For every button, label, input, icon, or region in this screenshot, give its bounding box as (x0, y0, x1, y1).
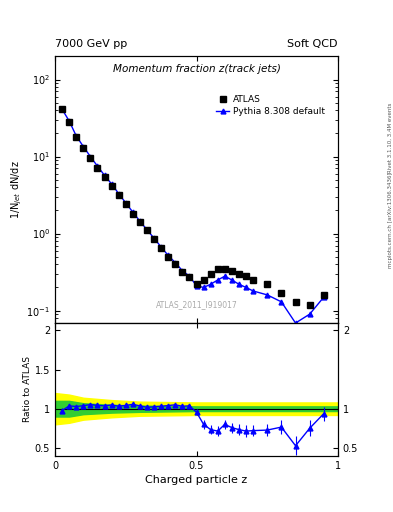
ATLAS (279, 290, 284, 296)
ATLAS (180, 269, 185, 275)
Text: Rivet 3.1.10, 3.4M events: Rivet 3.1.10, 3.4M events (387, 103, 393, 174)
ATLAS (60, 105, 64, 112)
Line: ATLAS: ATLAS (59, 106, 327, 307)
Pythia 8.308 default (293, 320, 298, 326)
Pythia 8.308 default (130, 209, 135, 215)
Pythia 8.308 default (95, 163, 100, 169)
ATLAS (251, 277, 255, 283)
Text: Momentum fraction z(track jets): Momentum fraction z(track jets) (112, 65, 281, 74)
Pythia 8.308 default (201, 284, 206, 290)
Line: Pythia 8.308 default: Pythia 8.308 default (60, 107, 326, 326)
Text: Soft QCD: Soft QCD (288, 38, 338, 49)
Pythia 8.308 default (74, 133, 79, 139)
ATLAS (321, 292, 326, 298)
Pythia 8.308 default (244, 284, 248, 290)
Pythia 8.308 default (138, 218, 142, 224)
ATLAS (208, 271, 213, 277)
ATLAS (173, 261, 178, 267)
Pythia 8.308 default (123, 200, 128, 206)
Pythia 8.308 default (145, 227, 149, 233)
ATLAS (230, 268, 234, 274)
Pythia 8.308 default (166, 252, 171, 259)
ATLAS (187, 274, 192, 281)
ATLAS (81, 145, 86, 151)
Pythia 8.308 default (307, 311, 312, 317)
Pythia 8.308 default (81, 143, 86, 150)
Pythia 8.308 default (67, 118, 72, 124)
Pythia 8.308 default (251, 288, 255, 294)
ATLAS (102, 174, 107, 180)
ATLAS (201, 277, 206, 283)
ATLAS (130, 211, 135, 217)
ATLAS (222, 266, 227, 272)
Y-axis label: 1/N$_{jet}$ dN/dz: 1/N$_{jet}$ dN/dz (9, 160, 24, 219)
ATLAS (109, 182, 114, 188)
Text: ATLAS_2011_I919017: ATLAS_2011_I919017 (156, 300, 237, 309)
Pythia 8.308 default (279, 299, 284, 305)
Pythia 8.308 default (173, 260, 178, 266)
ATLAS (244, 273, 248, 279)
X-axis label: Charged particle z: Charged particle z (145, 475, 248, 485)
ATLAS (123, 201, 128, 207)
ATLAS (293, 299, 298, 305)
Pythia 8.308 default (159, 244, 163, 250)
Pythia 8.308 default (187, 273, 192, 279)
ATLAS (265, 281, 270, 287)
Pythia 8.308 default (237, 281, 241, 287)
ATLAS (194, 281, 199, 287)
ATLAS (95, 164, 100, 170)
Pythia 8.308 default (180, 268, 185, 274)
ATLAS (138, 219, 142, 225)
ATLAS (152, 236, 156, 242)
Pythia 8.308 default (109, 181, 114, 187)
Pythia 8.308 default (116, 190, 121, 197)
ATLAS (307, 302, 312, 308)
Pythia 8.308 default (265, 292, 270, 298)
ATLAS (145, 227, 149, 233)
ATLAS (159, 245, 163, 251)
ATLAS (237, 271, 241, 277)
Pythia 8.308 default (60, 106, 64, 113)
ATLAS (215, 266, 220, 272)
Text: mcplots.cern.ch [arXiv:1306.3436]: mcplots.cern.ch [arXiv:1306.3436] (387, 173, 393, 268)
Pythia 8.308 default (102, 172, 107, 178)
Pythia 8.308 default (208, 281, 213, 287)
ATLAS (74, 134, 79, 140)
Pythia 8.308 default (194, 283, 199, 289)
Pythia 8.308 default (215, 277, 220, 283)
Pythia 8.308 default (152, 235, 156, 241)
ATLAS (166, 254, 171, 260)
ATLAS (67, 119, 72, 125)
ATLAS (116, 191, 121, 198)
Pythia 8.308 default (222, 273, 227, 279)
Pythia 8.308 default (321, 294, 326, 300)
Legend: ATLAS, Pythia 8.308 default: ATLAS, Pythia 8.308 default (213, 93, 328, 119)
Text: 7000 GeV pp: 7000 GeV pp (55, 38, 127, 49)
ATLAS (88, 155, 93, 161)
Y-axis label: Ratio to ATLAS: Ratio to ATLAS (23, 356, 32, 422)
Pythia 8.308 default (88, 154, 93, 160)
Pythia 8.308 default (230, 277, 234, 283)
